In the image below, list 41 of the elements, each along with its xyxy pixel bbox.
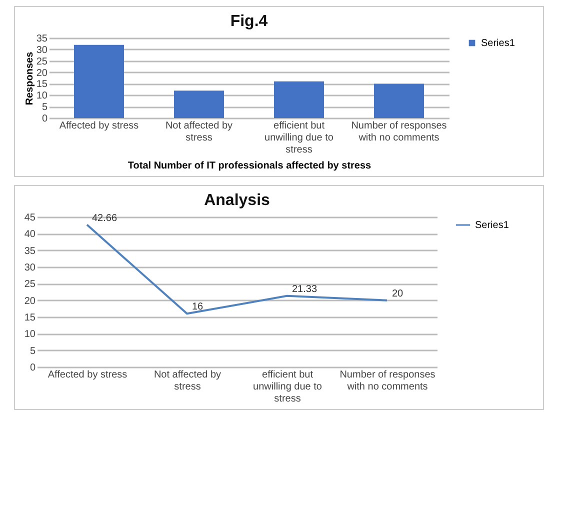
legend-label: Series1: [475, 220, 510, 231]
bar: [274, 81, 324, 118]
data-label: 42.66: [92, 212, 118, 224]
x-axis-title: Total Number of IT professionals affected by stress: [128, 160, 372, 172]
data-label: 21.33: [292, 284, 318, 295]
y-tick-label: 30: [24, 262, 36, 274]
chart-title: Analysis: [204, 192, 270, 209]
bar: [374, 84, 424, 118]
bar: [174, 90, 224, 118]
y-tick-label: 5: [42, 102, 48, 114]
y-tick-label: 0: [30, 362, 36, 374]
x-tick-label: Not affected by stress: [154, 370, 222, 392]
y-tick-label: 0: [42, 114, 48, 124]
legend-label: Series1: [481, 38, 516, 49]
y-tick-label: 15: [36, 79, 48, 90]
x-tick-label: efficient but unwilling due to stress: [264, 120, 334, 156]
y-tick-label: 40: [24, 229, 36, 240]
x-tick-label: Affected by stress: [59, 120, 139, 132]
x-tick-label: Not affected by stress: [165, 120, 233, 144]
bar: [74, 44, 124, 118]
y-tick-label: 20: [36, 68, 48, 79]
x-tick-label: Affected by stress: [48, 370, 128, 380]
y-tick-label: 30: [36, 44, 48, 56]
x-tick-label: Number of responses with no comments: [351, 120, 447, 144]
x-tick-label: efficient but unwilling due to stress: [253, 370, 322, 404]
y-tick-label: 35: [24, 246, 36, 257]
y-tick-label: 5: [30, 346, 36, 357]
chart-title: Fig.4: [230, 13, 268, 30]
y-tick-label: 25: [24, 279, 36, 290]
y-tick-label: 10: [24, 329, 36, 340]
line-series: [86, 224, 388, 315]
x-tick-label: Number of responses with no comments: [340, 370, 436, 392]
y-tick-label: 45: [24, 212, 36, 224]
y-tick-label: 15: [24, 312, 36, 324]
data-label: 16: [192, 302, 204, 313]
y-axis-title: Responses: [24, 51, 36, 106]
y-tick-label: 10: [36, 90, 48, 102]
y-tick-label: 25: [36, 56, 48, 68]
data-label: 20: [392, 288, 404, 300]
y-tick-label: 35: [36, 34, 48, 44]
y-tick-label: 20: [24, 296, 36, 307]
